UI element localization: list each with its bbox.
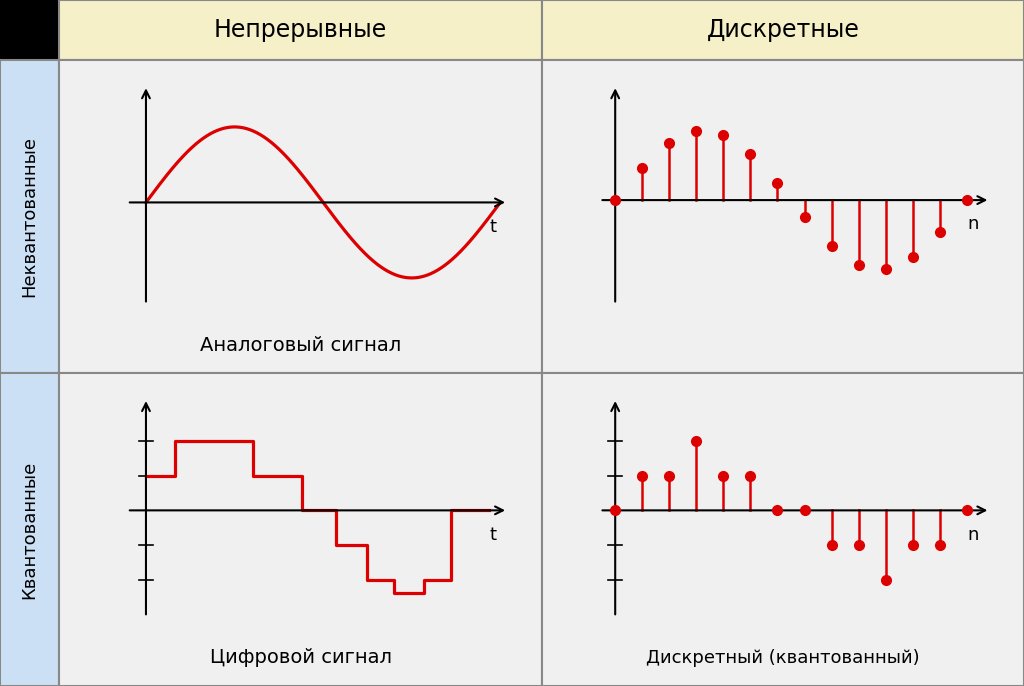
Text: n: n <box>967 215 979 233</box>
Text: Непрерывные: Непрерывные <box>214 19 387 42</box>
Text: Аналоговый сигнал: Аналоговый сигнал <box>200 335 401 355</box>
Text: Цифровой сигнал: Цифровой сигнал <box>210 648 391 667</box>
Text: Квантованные: Квантованные <box>20 460 39 599</box>
Text: Неквантованные: Неквантованные <box>20 137 39 297</box>
Text: t: t <box>489 217 497 236</box>
Text: Дискретные: Дискретные <box>707 19 859 42</box>
Text: Дискретный (квантованный): Дискретный (квантованный) <box>646 649 920 667</box>
Text: t: t <box>489 525 497 544</box>
Text: n: n <box>967 525 979 544</box>
